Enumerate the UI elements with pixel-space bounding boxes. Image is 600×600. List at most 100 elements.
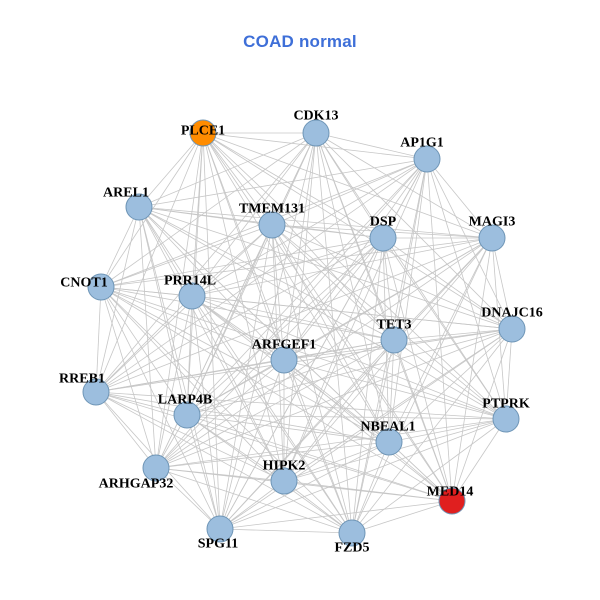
edge-AP1G1-TMEM131 xyxy=(271,158,428,226)
node-label-PLCE1: PLCE1 xyxy=(181,124,225,139)
node-PTPRK xyxy=(492,405,520,433)
edge-TET3-PTPRK xyxy=(393,339,507,420)
edge-TMEM131-ARFGEF1 xyxy=(271,224,285,361)
edge-PRR14L-SPG11 xyxy=(191,295,221,530)
edge-RREB1-MED14 xyxy=(95,391,453,502)
edge-NBEAL1-HIPK2 xyxy=(283,441,390,482)
edge-DNAJC16-ARHGAP32 xyxy=(155,328,513,469)
node-label-ARHGAP32: ARHGAP32 xyxy=(99,477,174,492)
node-label-TET3: TET3 xyxy=(376,318,411,333)
edge-PRR14L-RREB1 xyxy=(95,295,193,393)
edge-MAGI3-LARP4B xyxy=(186,237,493,416)
edge-CNOT1-ARHGAP32 xyxy=(100,286,157,469)
edge-TMEM131-CNOT1 xyxy=(100,224,273,288)
node-AREL1 xyxy=(125,193,153,221)
edge-PTPRK-ARHGAP32 xyxy=(155,418,507,469)
edge-ARHGAP32-SPG11 xyxy=(155,467,221,530)
edge-TMEM131-RREB1 xyxy=(95,224,273,393)
edge-NBEAL1-ARHGAP32 xyxy=(155,441,390,469)
edge-ARFGEF1-SPG11 xyxy=(219,359,285,530)
edge-AP1G1-MED14 xyxy=(426,158,453,502)
node-SPG11 xyxy=(206,515,234,543)
edge-ARFGEF1-MED14 xyxy=(283,359,453,502)
edge-HIPK2-FZD5 xyxy=(283,480,353,534)
edge-AREL1-RREB1 xyxy=(95,206,140,393)
edge-PTPRK-SPG11 xyxy=(219,418,507,530)
edge-DNAJC16-PTPRK xyxy=(505,328,513,420)
edge-PRR14L-PTPRK xyxy=(191,295,507,420)
node-label-FZD5: FZD5 xyxy=(335,541,370,556)
edge-AP1G1-TET3 xyxy=(393,158,428,341)
node-CNOT1 xyxy=(87,273,115,301)
node-DNAJC16 xyxy=(498,315,526,343)
edge-AREL1-DNAJC16 xyxy=(138,206,513,330)
node-MAGI3 xyxy=(478,224,506,252)
node-label-NBEAL1: NBEAL1 xyxy=(360,420,415,435)
edge-LARP4B-SPG11 xyxy=(186,414,221,530)
edge-LARP4B-HIPK2 xyxy=(186,414,285,482)
edge-AP1G1-NBEAL1 xyxy=(388,158,428,443)
edge-AREL1-SPG11 xyxy=(138,206,221,530)
edge-TMEM131-PRR14L xyxy=(191,224,273,297)
node-TMEM131 xyxy=(258,211,286,239)
edge-CNOT1-HIPK2 xyxy=(100,286,285,482)
edge-PLCE1-DNAJC16 xyxy=(202,132,513,330)
node-MED14 xyxy=(438,487,466,515)
edge-CDK13-RREB1 xyxy=(95,132,317,393)
edge-AREL1-MAGI3 xyxy=(138,206,493,239)
edge-AP1G1-AREL1 xyxy=(138,158,428,208)
edge-NBEAL1-FZD5 xyxy=(351,441,390,534)
edge-PRR14L-MED14 xyxy=(191,295,453,502)
edge-MAGI3-MED14 xyxy=(451,237,493,502)
edge-CDK13-AP1G1 xyxy=(315,132,428,160)
edge-RREB1-FZD5 xyxy=(95,391,353,534)
edge-layer xyxy=(95,132,513,534)
edge-LARP4B-FZD5 xyxy=(186,414,353,534)
edge-PRR14L-DNAJC16 xyxy=(191,295,513,330)
edge-MAGI3-RREB1 xyxy=(95,237,493,393)
edge-CNOT1-MED14 xyxy=(100,286,453,502)
node-CDK13 xyxy=(302,119,330,147)
edge-PRR14L-FZD5 xyxy=(191,295,353,534)
edge-PRR14L-HIPK2 xyxy=(191,295,285,482)
node-label-TMEM131: TMEM131 xyxy=(239,202,305,217)
edge-RREB1-NBEAL1 xyxy=(95,391,390,443)
edge-DNAJC16-MED14 xyxy=(451,328,513,502)
edge-CNOT1-FZD5 xyxy=(100,286,353,534)
edge-TMEM131-FZD5 xyxy=(271,224,353,534)
node-PLCE1 xyxy=(189,119,217,147)
node-TET3 xyxy=(380,326,408,354)
node-HIPK2 xyxy=(270,467,298,495)
edge-PLCE1-ARFGEF1 xyxy=(202,132,285,361)
edge-ARHGAP32-MED14 xyxy=(155,467,453,502)
node-RREB1 xyxy=(82,378,110,406)
node-label-DNAJC16: DNAJC16 xyxy=(481,306,542,321)
edge-AREL1-ARFGEF1 xyxy=(138,206,285,361)
node-ARHGAP32 xyxy=(142,454,170,482)
edge-NBEAL1-SPG11 xyxy=(219,441,390,530)
edge-TET3-SPG11 xyxy=(219,339,395,530)
edge-PLCE1-AREL1 xyxy=(138,132,204,208)
edge-LARP4B-MED14 xyxy=(186,414,453,502)
edge-TET3-MED14 xyxy=(393,339,453,502)
edge-MAGI3-DNAJC16 xyxy=(491,237,513,330)
edge-TET3-FZD5 xyxy=(351,339,395,534)
edge-DSP-TET3 xyxy=(382,237,395,341)
edge-AP1G1-ARFGEF1 xyxy=(283,158,428,361)
edge-PRR14L-ARFGEF1 xyxy=(191,295,285,361)
edge-CDK13-LARP4B xyxy=(186,132,317,416)
edge-PLCE1-NBEAL1 xyxy=(202,132,390,443)
edge-PLCE1-TMEM131 xyxy=(202,132,273,226)
edge-DSP-ARFGEF1 xyxy=(283,237,384,361)
edge-MED14-SPG11 xyxy=(219,500,453,530)
edge-ARFGEF1-FZD5 xyxy=(283,359,353,534)
edge-ARFGEF1-PTPRK xyxy=(283,359,507,420)
node-label-ARFGEF1: ARFGEF1 xyxy=(252,338,317,353)
node-label-CNOT1: CNOT1 xyxy=(60,276,107,291)
node-label-MAGI3: MAGI3 xyxy=(469,215,516,230)
edge-TET3-HIPK2 xyxy=(283,339,395,482)
edge-PTPRK-NBEAL1 xyxy=(388,418,507,443)
edge-DNAJC16-LARP4B xyxy=(186,328,513,416)
edge-AREL1-PRR14L xyxy=(138,206,193,297)
edge-MED14-FZD5 xyxy=(351,500,453,534)
